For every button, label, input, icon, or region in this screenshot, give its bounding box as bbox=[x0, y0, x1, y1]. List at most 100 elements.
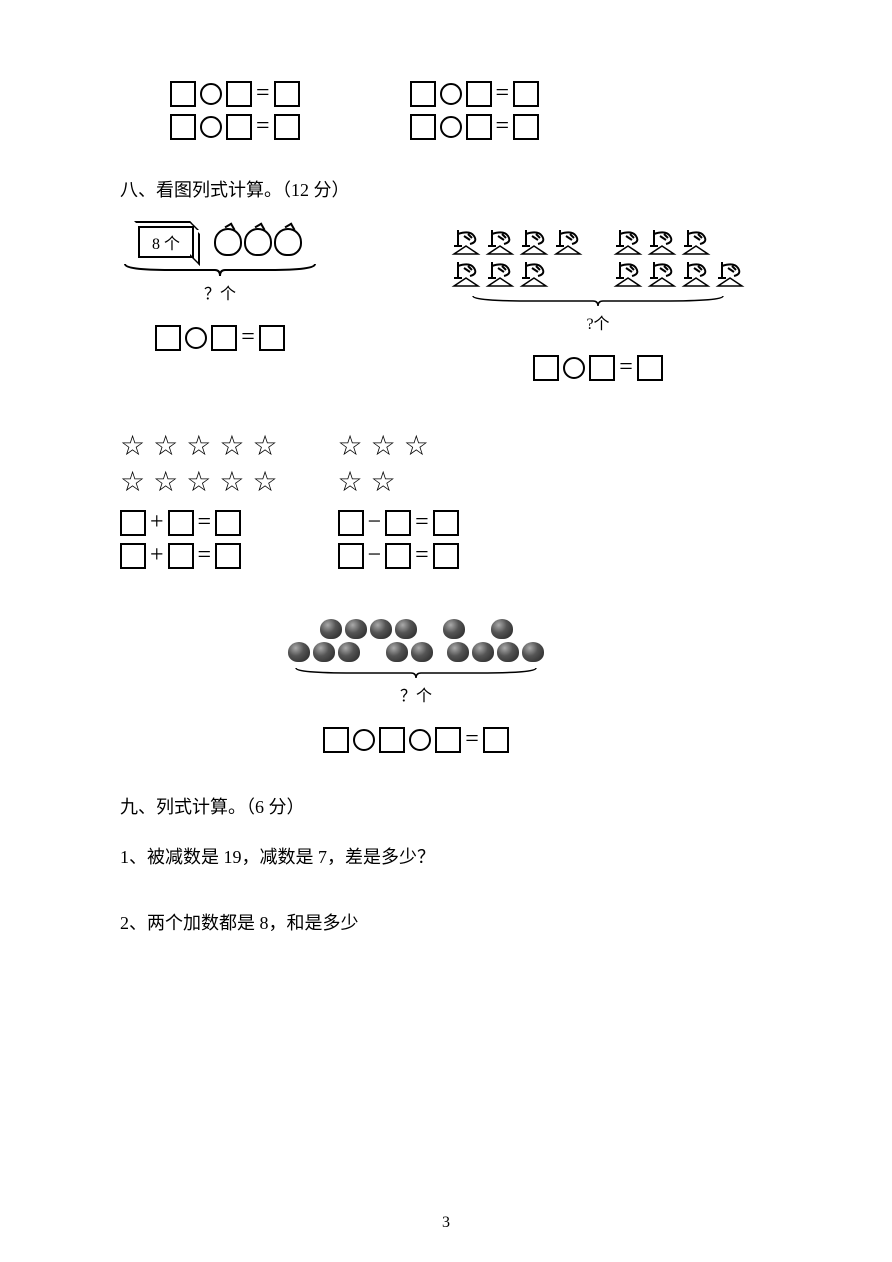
horn-icon bbox=[518, 258, 550, 290]
operator-circle[interactable] bbox=[563, 357, 585, 379]
brace-group: ？个 bbox=[291, 666, 541, 706]
balls-grid bbox=[288, 619, 544, 662]
blank-box[interactable] bbox=[435, 727, 461, 753]
equals-sign: = bbox=[496, 113, 510, 140]
blank-box[interactable] bbox=[215, 543, 241, 569]
blank-box[interactable] bbox=[338, 510, 364, 536]
star-row: ☆☆ bbox=[338, 467, 459, 499]
equation: = bbox=[155, 324, 285, 351]
blank-box[interactable] bbox=[170, 81, 196, 107]
horn-icon bbox=[680, 258, 712, 290]
brace-label: ？个 bbox=[400, 682, 432, 706]
ball-icon bbox=[370, 619, 392, 639]
stars-right: ☆☆☆ ☆☆ −= −= bbox=[338, 431, 459, 569]
blank-box[interactable] bbox=[513, 114, 539, 140]
question-1: 1、被减数是 19，减数是 7，差是多少？ bbox=[120, 843, 772, 869]
balls-row bbox=[288, 642, 544, 662]
curly-brace-icon bbox=[120, 262, 320, 278]
blank-box[interactable] bbox=[120, 510, 146, 536]
star-row: ☆☆☆ bbox=[338, 431, 459, 463]
apple-icon bbox=[274, 228, 302, 256]
equals-sign: = bbox=[496, 80, 510, 107]
ball-icon bbox=[411, 642, 433, 662]
blank-box[interactable] bbox=[168, 543, 194, 569]
horn-icon bbox=[612, 226, 644, 258]
horn-grid bbox=[450, 226, 746, 290]
blank-box[interactable] bbox=[483, 727, 509, 753]
blank-box[interactable] bbox=[410, 81, 436, 107]
ball-icon bbox=[472, 642, 494, 662]
blank-box[interactable] bbox=[259, 325, 285, 351]
equation: = bbox=[170, 113, 300, 140]
ball-icon bbox=[313, 642, 335, 662]
question-2: 2、两个加数都是 8，和是多少 bbox=[120, 909, 772, 935]
equals-sign: = bbox=[619, 354, 633, 381]
eq-group-right: = = bbox=[410, 80, 540, 140]
equals-sign: = bbox=[256, 113, 270, 140]
blank-box[interactable] bbox=[155, 325, 181, 351]
operator-circle[interactable] bbox=[440, 83, 462, 105]
horns-problem: ?个 = bbox=[450, 226, 746, 381]
horn-row bbox=[450, 226, 746, 258]
horn-icon bbox=[646, 258, 678, 290]
blank-box[interactable] bbox=[226, 114, 252, 140]
operator-circle[interactable] bbox=[200, 116, 222, 138]
ball-icon bbox=[443, 619, 465, 639]
brace-group: ？个 bbox=[120, 262, 320, 304]
blank-box[interactable] bbox=[338, 543, 364, 569]
blank-box[interactable] bbox=[170, 114, 196, 140]
blank-box[interactable] bbox=[379, 727, 405, 753]
blank-box[interactable] bbox=[385, 510, 411, 536]
operator-circle[interactable] bbox=[353, 729, 375, 751]
horn-icon bbox=[552, 226, 584, 258]
blank-box[interactable] bbox=[168, 510, 194, 536]
equation: += bbox=[120, 509, 278, 536]
equals-sign: = bbox=[465, 726, 479, 753]
operator-circle[interactable] bbox=[185, 327, 207, 349]
apples-problem: 8 个 ？个 = bbox=[120, 226, 320, 351]
apple-group bbox=[214, 228, 302, 256]
horn-icon bbox=[450, 226, 482, 258]
blank-box[interactable] bbox=[533, 355, 559, 381]
ball-icon bbox=[386, 642, 408, 662]
blank-box[interactable] bbox=[466, 81, 492, 107]
operator-circle[interactable] bbox=[409, 729, 431, 751]
blank-box[interactable] bbox=[385, 543, 411, 569]
horn-row bbox=[450, 258, 746, 290]
horn-icon bbox=[518, 226, 550, 258]
blank-box[interactable] bbox=[589, 355, 615, 381]
ball-icon bbox=[491, 619, 513, 639]
horn-icon bbox=[484, 226, 516, 258]
curly-brace-icon bbox=[468, 294, 728, 308]
blank-box[interactable] bbox=[637, 355, 663, 381]
blank-box[interactable] bbox=[433, 510, 459, 536]
horn-icon bbox=[680, 226, 712, 258]
top-equation-block: = = = = bbox=[170, 80, 772, 140]
ball-icon bbox=[497, 642, 519, 662]
blank-box[interactable] bbox=[466, 114, 492, 140]
blank-box[interactable] bbox=[410, 114, 436, 140]
equation: = bbox=[410, 80, 540, 107]
blank-box[interactable] bbox=[226, 81, 252, 107]
blank-box[interactable] bbox=[274, 81, 300, 107]
blank-box[interactable] bbox=[211, 325, 237, 351]
horn-icon bbox=[714, 258, 746, 290]
operator-circle[interactable] bbox=[200, 83, 222, 105]
blank-box[interactable] bbox=[274, 114, 300, 140]
count-box: 8 个 bbox=[138, 226, 194, 258]
operator-circle[interactable] bbox=[440, 116, 462, 138]
eq-pair: += += bbox=[120, 509, 278, 569]
ball-icon bbox=[320, 619, 342, 639]
blank-box[interactable] bbox=[433, 543, 459, 569]
blank-box[interactable] bbox=[513, 81, 539, 107]
horn-icon bbox=[450, 258, 482, 290]
ball-icon bbox=[447, 642, 469, 662]
blank-box[interactable] bbox=[323, 727, 349, 753]
minus-sign: − bbox=[368, 542, 382, 569]
blank-box[interactable] bbox=[120, 543, 146, 569]
plus-sign: + bbox=[150, 509, 164, 536]
equation: −= bbox=[338, 542, 459, 569]
brace-group: ?个 bbox=[468, 294, 728, 334]
blank-box[interactable] bbox=[215, 510, 241, 536]
eq-pair: −= −= bbox=[338, 509, 459, 569]
